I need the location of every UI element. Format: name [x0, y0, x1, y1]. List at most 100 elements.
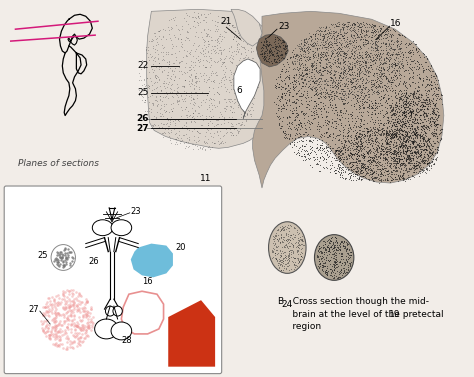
Point — [403, 154, 410, 160]
Point — [365, 54, 372, 60]
Point — [338, 91, 346, 97]
Point — [402, 98, 410, 104]
Point — [226, 54, 233, 60]
Point — [321, 26, 328, 32]
Point — [290, 84, 297, 90]
Point — [45, 312, 52, 318]
Point — [389, 120, 397, 126]
Point — [341, 245, 349, 251]
Point — [422, 143, 430, 149]
Point — [392, 163, 399, 169]
Point — [430, 160, 438, 166]
Point — [355, 165, 363, 171]
Point — [273, 50, 281, 56]
Point — [393, 155, 401, 161]
Point — [341, 58, 348, 64]
Point — [400, 147, 407, 153]
Point — [405, 109, 413, 115]
Point — [220, 96, 228, 102]
Point — [369, 72, 377, 78]
Point — [275, 121, 283, 127]
Point — [405, 135, 412, 141]
Point — [382, 129, 390, 135]
Point — [346, 261, 354, 267]
Point — [412, 111, 419, 117]
Point — [79, 326, 87, 332]
Point — [350, 75, 357, 81]
Point — [422, 97, 429, 103]
Point — [353, 65, 361, 71]
Point — [245, 64, 253, 70]
Point — [419, 134, 427, 140]
Point — [68, 344, 76, 350]
Point — [399, 118, 407, 124]
Point — [365, 126, 372, 132]
Point — [366, 23, 374, 29]
Point — [325, 90, 332, 97]
Point — [399, 139, 406, 145]
Point — [363, 59, 370, 65]
Point — [350, 92, 357, 98]
Point — [384, 136, 392, 142]
Point — [410, 169, 418, 175]
Point — [326, 246, 333, 252]
Point — [324, 82, 331, 88]
Point — [417, 126, 425, 132]
Point — [265, 41, 273, 47]
Point — [292, 113, 300, 119]
Point — [160, 44, 168, 50]
Point — [340, 92, 347, 98]
Point — [405, 41, 412, 47]
Point — [383, 117, 391, 123]
Point — [159, 45, 166, 51]
Point — [298, 109, 305, 115]
Point — [53, 300, 61, 306]
Point — [389, 88, 396, 94]
Point — [337, 267, 345, 273]
Point — [149, 123, 156, 129]
Point — [219, 75, 226, 81]
Point — [315, 75, 323, 81]
Point — [386, 102, 393, 108]
Point — [406, 107, 414, 113]
Point — [331, 260, 338, 266]
Point — [382, 47, 390, 53]
Point — [336, 274, 343, 280]
Point — [396, 120, 403, 126]
Point — [172, 136, 179, 142]
Point — [353, 144, 361, 150]
Point — [278, 262, 286, 268]
Point — [387, 176, 394, 182]
Point — [356, 98, 364, 104]
Point — [183, 69, 191, 75]
Point — [374, 139, 382, 146]
Point — [417, 116, 424, 122]
Point — [406, 148, 414, 154]
Point — [341, 149, 348, 155]
Point — [171, 75, 179, 81]
Point — [330, 274, 337, 280]
Point — [383, 135, 390, 141]
Point — [409, 144, 417, 150]
Point — [358, 173, 365, 179]
Point — [423, 113, 431, 120]
Point — [337, 70, 345, 76]
Point — [205, 88, 212, 94]
Point — [374, 127, 382, 133]
Point — [364, 24, 371, 30]
Point — [395, 72, 403, 78]
Point — [70, 339, 78, 345]
Point — [329, 255, 337, 261]
Point — [412, 108, 420, 114]
Point — [179, 83, 187, 89]
Point — [397, 135, 405, 141]
Point — [364, 127, 372, 133]
Point — [295, 248, 302, 254]
Point — [283, 255, 290, 261]
Point — [417, 148, 425, 154]
Point — [334, 115, 341, 121]
Point — [302, 36, 310, 42]
Point — [293, 110, 301, 116]
Point — [297, 123, 305, 129]
Point — [405, 98, 413, 104]
